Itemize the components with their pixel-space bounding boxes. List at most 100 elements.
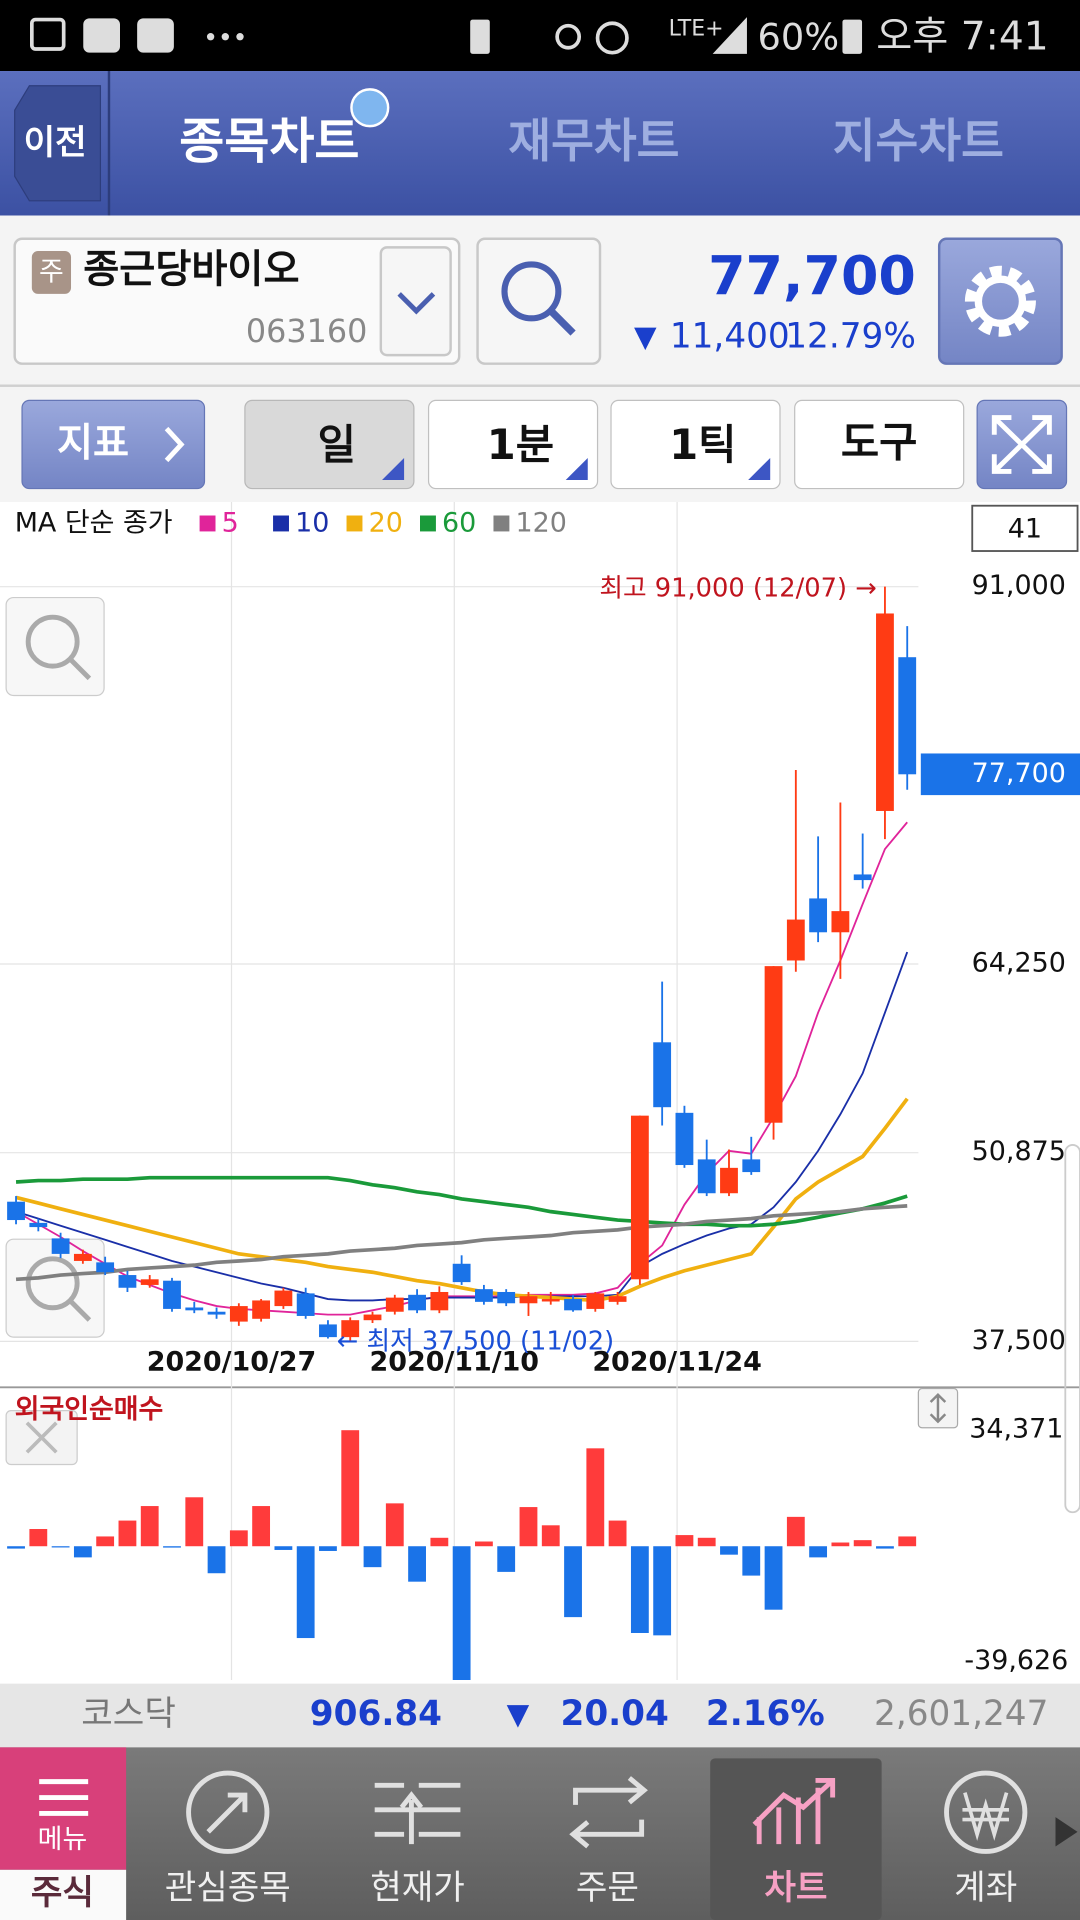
expand-icon [991,415,1052,474]
candle-body [541,1299,560,1302]
stock-name: 종근당바이오 [83,247,299,292]
zoom-icon [25,1256,80,1311]
zoom-icon-handle [68,657,92,681]
search-button[interactable] [476,237,602,365]
toolbar: 지표 일 1분 1틱 도구 [0,386,1080,503]
resize-icon [929,1392,947,1424]
nav-item[interactable]: 관심종목 [165,1770,291,1908]
header: 이전 종목차트 재무차트 지수차트 [0,71,1080,216]
market-bar: 코스닥 906.84 ▼ 20.04 2.16% 2,601,247 [0,1683,1080,1748]
settings-button[interactable] [937,237,1063,365]
scroll-indicator [1064,1143,1080,1514]
bar [252,1506,271,1547]
candle-body [7,1201,25,1221]
nav-label: 관심종목 [165,1868,291,1908]
y-tick-label: 64,250 [972,948,1066,979]
nav-item[interactable]: 현재가 [370,1782,465,1908]
index-name: 코스닥 [81,1694,176,1734]
tick-button[interactable] [610,399,781,490]
minute-button[interactable] [427,399,599,490]
clock: 오후 7:41 [876,15,1049,60]
bar [296,1546,315,1639]
bar [519,1507,538,1547]
bar [475,1541,493,1547]
dropdown-marker [748,457,771,480]
candle-body [252,1300,271,1319]
bar [163,1546,181,1548]
sync-badge [350,88,390,128]
dropdown-marker [382,457,405,480]
candle-body [452,1263,471,1283]
current-price: 77,700 [708,244,916,307]
tools-button[interactable] [794,399,965,490]
candle-body [296,1293,315,1316]
bar [720,1546,738,1555]
zoom-button[interactable] [5,596,105,697]
indicator-button[interactable] [21,399,206,490]
candle-body [720,1167,738,1194]
dropdown-button[interactable] [379,246,452,357]
menu-button[interactable]: 메뉴 주식 [0,1747,127,1920]
bar [207,1546,226,1574]
bar [697,1537,716,1547]
x-tick-label: 2020/10/27 [147,1346,317,1377]
nav-item[interactable]: 계좌 [944,1770,1028,1908]
legend-swatch [273,515,289,532]
period-button[interactable] [244,399,415,490]
candle-body [697,1159,716,1194]
zoom-icon [25,614,80,669]
bar [742,1546,761,1576]
bar [608,1520,627,1547]
nav-label: 주문 [576,1868,639,1908]
legend-label: 120 [516,508,567,539]
visible-count: 41 [1008,514,1042,545]
bar [341,1430,360,1547]
nav-label: 현재가 [370,1868,465,1908]
candle-body [564,1299,582,1311]
bar [408,1546,426,1582]
gear-icon [964,265,1036,337]
candle-body [274,1290,293,1307]
tab[interactable]: 지수차트 [833,114,1004,168]
bar [229,1530,248,1547]
dropdown-marker [565,457,588,480]
bar [430,1537,449,1547]
nav-item-active[interactable]: 차트 [710,1758,882,1920]
index-volume: 2,601,247 [874,1694,1048,1734]
stock-selector[interactable] [13,237,461,365]
market-badge [31,251,72,294]
candle-body [229,1306,248,1322]
more-arrow[interactable] [1055,1817,1078,1847]
ma-line [15,1097,909,1303]
candle-body [73,1253,92,1261]
close-icon [25,1421,58,1454]
status-bar: LTE+ 60% 오후 7:41 [0,0,1080,72]
bar [853,1540,872,1547]
bar [7,1546,25,1549]
bar [831,1542,850,1547]
subchart-title: 외국인순매수 [15,1394,164,1425]
count-box[interactable] [971,504,1079,552]
bar [786,1516,805,1547]
bar [385,1503,404,1547]
stock-code: 063160 [246,312,368,350]
bar [653,1546,672,1636]
legend-swatch [420,515,436,532]
battery-saver-icon [470,19,490,54]
network-type: LTE+ [669,16,724,41]
legend-title: MA 단순 종가 [15,508,173,539]
high-annotation: 최고 91,000 (12/07) → [599,573,876,603]
nav-item[interactable]: 주문 [569,1776,648,1908]
bar [96,1536,115,1547]
bar [73,1546,92,1558]
candle-body [653,1042,672,1108]
minute-label: 1분 [487,420,554,469]
section-label: 주식 [31,1873,94,1913]
tab[interactable]: 재무차트 [508,114,679,168]
legend-swatch [493,515,510,532]
back-button[interactable]: 이전 [14,85,102,202]
bar [564,1546,582,1618]
y-tick-label: 91,000 [972,570,1066,601]
tab-active[interactable]: 종목차트 [179,113,359,170]
